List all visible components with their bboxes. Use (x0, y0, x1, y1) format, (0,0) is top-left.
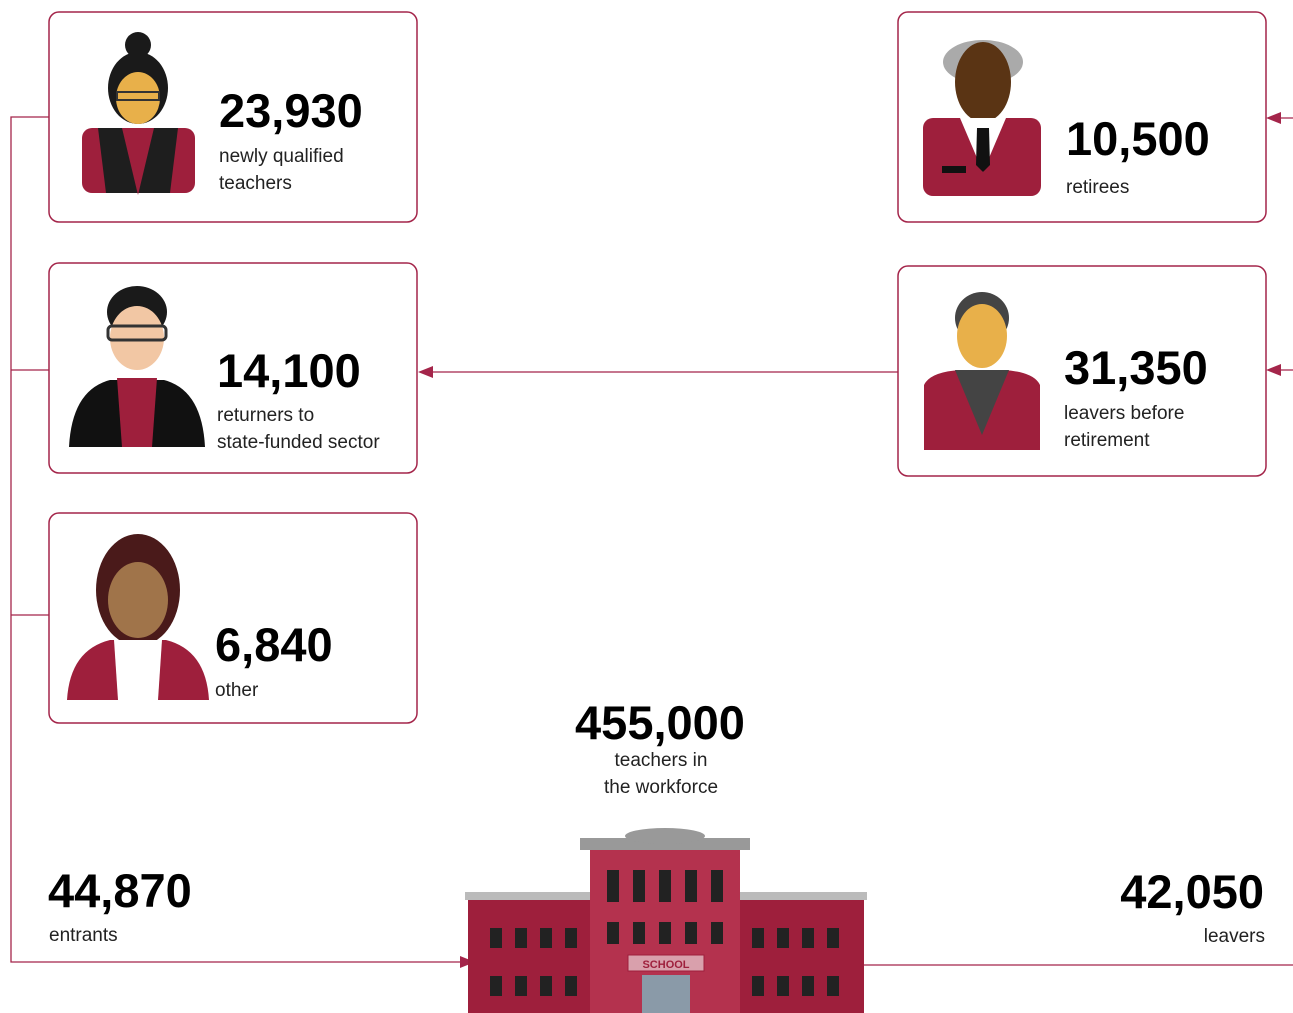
school-sign: SCHOOL (642, 959, 689, 971)
card-label: newly qualified (219, 146, 344, 167)
card-number: 31,350 (1064, 341, 1208, 394)
card-label: teachers (219, 173, 292, 194)
card-label: other (215, 680, 259, 701)
school-building: SCHOOL (465, 828, 867, 1013)
card-label: returners to (217, 405, 314, 426)
workforce-label: the workforce (604, 777, 718, 798)
card-number: 10,500 (1066, 112, 1210, 165)
card-label: state-funded sector (217, 432, 380, 453)
leavers-number: 42,050 (1120, 865, 1264, 918)
card-number: 6,840 (215, 618, 333, 671)
workforce-number: 455,000 (575, 696, 745, 749)
infographic: SCHOOL 23,930 newly qualified teachers 14,1… (0, 0, 1293, 1013)
leavers-label: leavers (1204, 926, 1265, 947)
workforce-label: teachers in (615, 750, 708, 771)
card-number: 23,930 (219, 84, 363, 137)
card-label: leavers before (1064, 403, 1184, 424)
card-label: retirees (1066, 177, 1129, 198)
card-label: retirement (1064, 430, 1150, 451)
card-number: 14,100 (217, 344, 361, 397)
entrants-label: entrants (49, 925, 118, 946)
entrants-number: 44,870 (48, 864, 192, 917)
